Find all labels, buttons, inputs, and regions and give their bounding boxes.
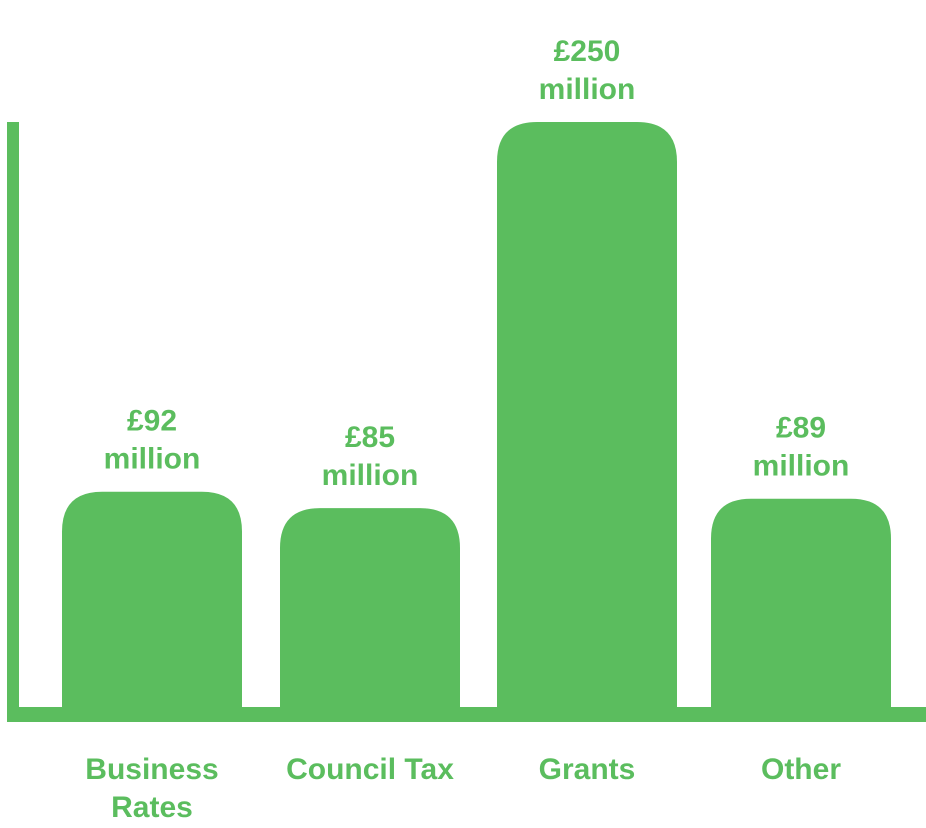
x-axis-line <box>7 707 926 722</box>
value-label-3-line-0: £89 <box>776 412 826 445</box>
category-label-3-line-0: Other <box>761 753 841 786</box>
bar-2 <box>497 122 677 709</box>
bars-group <box>62 122 891 709</box>
value-label-3-line-1: million <box>753 450 850 483</box>
value-label-0-line-1: million <box>104 443 201 476</box>
bar-0 <box>62 491 242 709</box>
value-labels-group: £92 million £85 million £250 million £89 millio… <box>104 35 850 492</box>
value-label-2-line-1: million <box>539 73 636 106</box>
category-label-2-line-0: Grants <box>539 753 636 786</box>
bar-1 <box>280 508 460 709</box>
value-label-0-line-0: £92 <box>127 405 177 438</box>
bar-3 <box>711 498 891 709</box>
axes <box>7 122 926 722</box>
value-label-1-line-0: £85 <box>345 421 395 454</box>
category-label-0-line-1: Rates <box>111 791 193 824</box>
value-label-1-line-1: million <box>322 459 419 492</box>
value-label-2-line-0: £250 <box>554 35 621 68</box>
y-axis-line <box>7 122 19 722</box>
category-labels-group: Business Rates Council Tax Grants Other <box>85 753 841 824</box>
category-label-1-line-0: Council Tax <box>286 753 454 786</box>
category-label-0-line-0: Business <box>85 753 218 786</box>
